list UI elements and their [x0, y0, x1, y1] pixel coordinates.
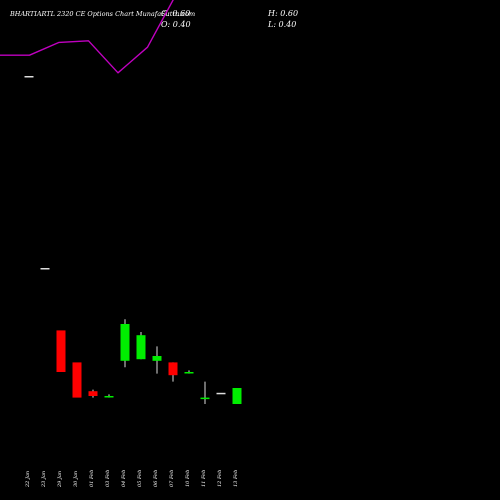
candle-body: [136, 335, 146, 360]
x-tick-label: 03 Feb: [105, 470, 111, 487]
candle-body: [168, 362, 178, 376]
chart-title: BHARTIARTL 2320 CE Options Chart MunafaS…: [10, 10, 196, 18]
x-tick-label: 05 Feb: [137, 470, 143, 487]
candle-body: [216, 392, 226, 395]
x-tick-label: 04 Feb: [121, 470, 127, 487]
candle-body: [56, 330, 66, 372]
x-tick-label: 29 Jan: [57, 471, 63, 488]
close-value: C: 0.60: [161, 9, 191, 18]
candle-body: [104, 396, 114, 398]
x-tick-label: 06 Feb: [153, 470, 159, 487]
low-value: L: 0.40: [268, 20, 297, 29]
candle-body: [72, 362, 82, 398]
candle-body: [88, 391, 98, 396]
x-tick-label: 23 Jan: [41, 471, 47, 488]
x-tick-label: 13 Feb: [233, 470, 239, 487]
x-tick-label: 11 Feb: [201, 470, 207, 487]
average-line-purple: [0, 0, 174, 74]
x-tick-label: 12 Feb: [217, 470, 223, 487]
candle-body: [40, 268, 50, 270]
high-value: H: 0.60: [268, 9, 299, 18]
candle-body: [232, 388, 242, 404]
x-tick-label: 30 Jan: [73, 471, 79, 487]
candle-body: [152, 356, 162, 361]
x-tick-label: 01 Feb: [89, 470, 95, 487]
candle-body: [184, 372, 194, 374]
x-tick-label: 10 Feb: [185, 470, 191, 487]
candle-body: [24, 76, 34, 78]
x-tick-label: 22 Jan: [25, 471, 31, 488]
candle-body: [200, 397, 210, 400]
candle-body: [120, 324, 130, 361]
open-value: O: 0.40: [161, 20, 191, 29]
x-tick-label: 07 Feb: [169, 470, 175, 487]
